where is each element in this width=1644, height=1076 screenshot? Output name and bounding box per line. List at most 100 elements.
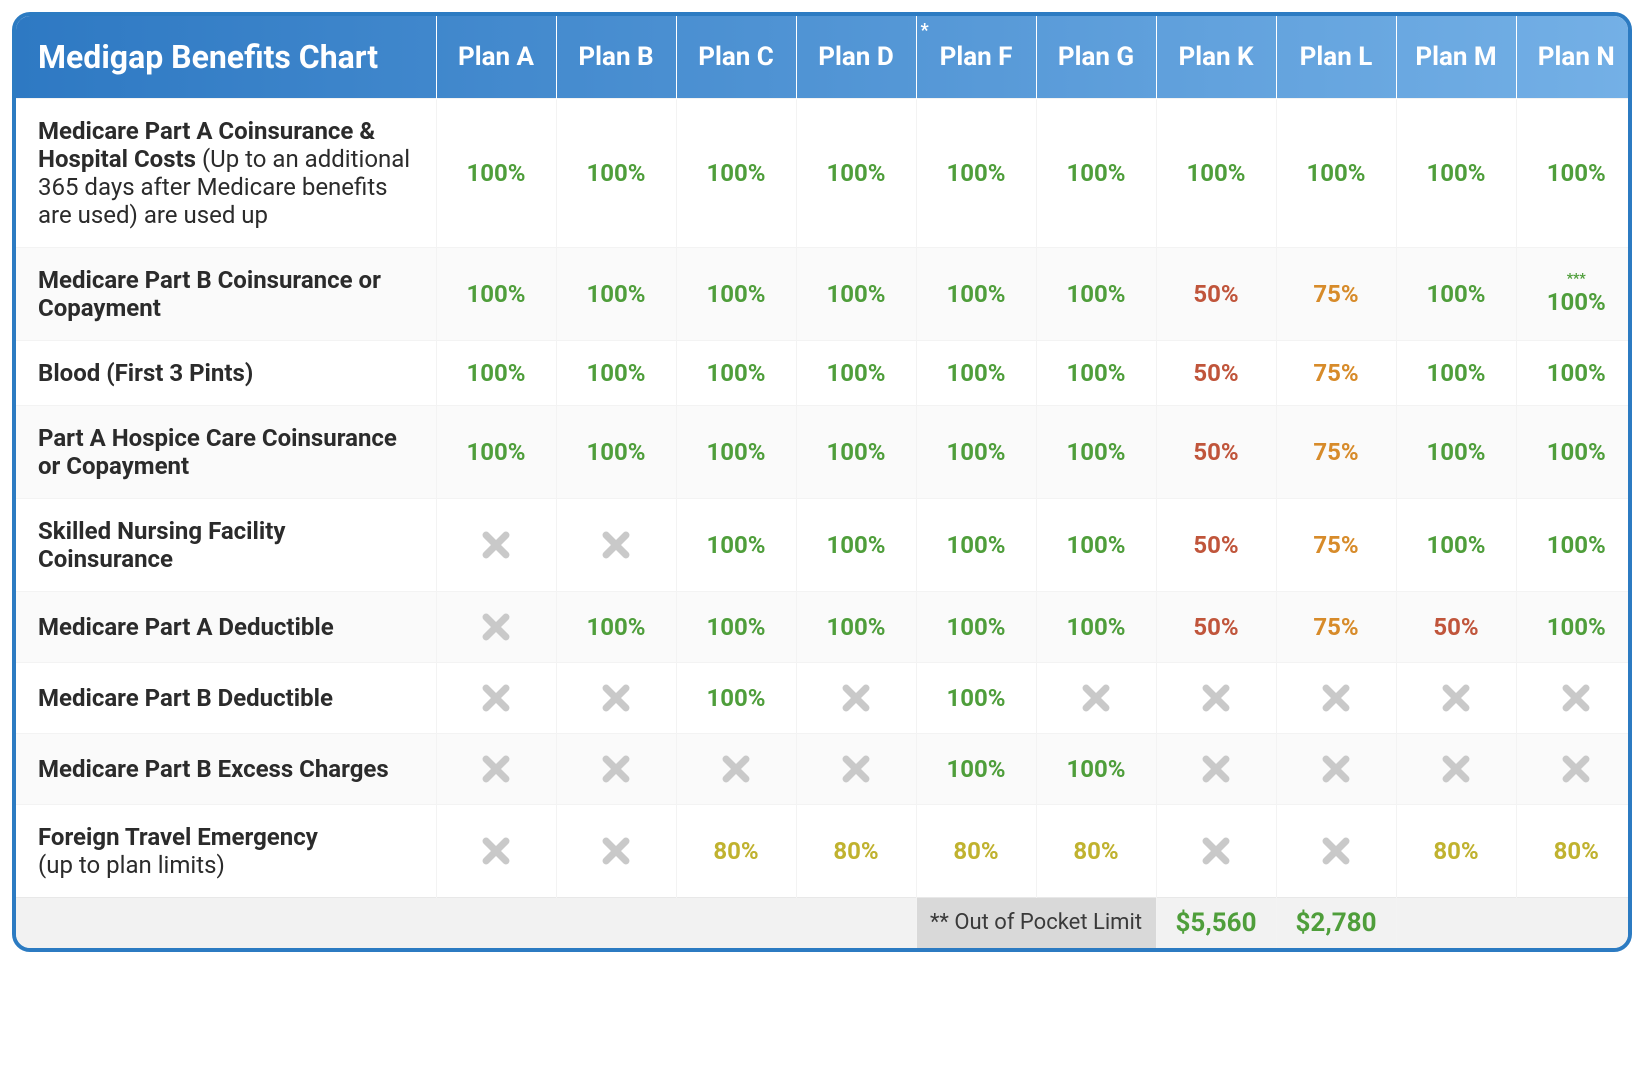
- column-label: Plan M: [1415, 42, 1496, 72]
- cell-value: 100%: [1066, 280, 1125, 308]
- value-cell: 100%: [1036, 99, 1156, 248]
- x-icon: [599, 753, 633, 781]
- cell-value: 100%: [1426, 531, 1485, 559]
- cell-value: 100%: [946, 613, 1005, 641]
- cell-value: 100%: [1426, 359, 1485, 387]
- benefit-label-bold: Medicare Part B Excess Charges: [38, 755, 389, 783]
- x-icon: [1319, 835, 1353, 863]
- value-cell: 100%: [1276, 99, 1396, 248]
- column-header: Plan D: [796, 16, 916, 99]
- value-cell: 100%: [796, 99, 916, 248]
- cell-value: 100%: [466, 438, 525, 466]
- benefit-label: Medicare Part B Deductible: [16, 663, 436, 734]
- x-icon: [839, 682, 873, 710]
- value-cell: 50%: [1396, 592, 1516, 663]
- value-cell: 100%: [676, 406, 796, 499]
- value-cell: 50%: [1156, 406, 1276, 499]
- value-cell: [436, 499, 556, 592]
- column-header: *Plan F: [916, 16, 1036, 99]
- cell-value: 100%: [1066, 613, 1125, 641]
- cell-value: 100%: [586, 613, 645, 641]
- value-cell: [436, 734, 556, 805]
- cell-value: 100%: [946, 684, 1005, 712]
- value-cell: 100%: [916, 341, 1036, 406]
- cell-value: 100%: [946, 359, 1005, 387]
- cell-value: 100%: [1066, 159, 1125, 187]
- cell-value: 100%: [1547, 288, 1606, 316]
- value-cell: 100%: [1396, 341, 1516, 406]
- table-header: Medigap Benefits ChartPlan APlan BPlan C…: [16, 16, 1632, 99]
- cell-value: 80%: [953, 837, 998, 865]
- value-cell: 75%: [1276, 406, 1396, 499]
- x-icon: [1199, 753, 1233, 781]
- benefit-label-bold: Foreign Travel Emergency: [38, 823, 318, 851]
- x-icon: [1319, 753, 1353, 781]
- value-cell: 100%: [1396, 248, 1516, 341]
- column-label: Plan C: [698, 42, 774, 72]
- column-header: Plan B: [556, 16, 676, 99]
- cell-value: 100%: [826, 159, 885, 187]
- cell-value: 50%: [1433, 613, 1478, 641]
- column-label: Plan N: [1538, 42, 1615, 72]
- value-cell: [1396, 663, 1516, 734]
- value-cell: 100%: [436, 341, 556, 406]
- value-cell: 100%: [436, 406, 556, 499]
- value-cell: [1276, 734, 1396, 805]
- x-icon: [479, 753, 513, 781]
- value-cell: ***100%: [1516, 248, 1632, 341]
- value-cell: 100%: [1156, 99, 1276, 248]
- cell-value: 50%: [1193, 280, 1238, 308]
- cell-value: 100%: [586, 280, 645, 308]
- value-cell: 50%: [1156, 592, 1276, 663]
- cell-value: 75%: [1313, 531, 1358, 559]
- value-cell: 100%: [676, 499, 796, 592]
- cell-value: 100%: [1547, 359, 1606, 387]
- cell-value: 100%: [1547, 159, 1606, 187]
- value-cell: 100%: [1516, 499, 1632, 592]
- value-cell: 80%: [1516, 805, 1632, 898]
- x-icon: [1439, 682, 1473, 710]
- benefit-label: Medicare Part B Coinsurance or Copayment: [16, 248, 436, 341]
- value-cell: 100%: [1036, 499, 1156, 592]
- value-cell: 100%: [676, 341, 796, 406]
- x-icon: [479, 529, 513, 557]
- value-cell: 100%: [916, 248, 1036, 341]
- value-cell: 100%: [916, 592, 1036, 663]
- value-cell: [556, 499, 676, 592]
- table-row: Blood (First 3 Pints)100%100%100%100%100…: [16, 341, 1632, 406]
- benefit-label-bold: Part A Hospice Care Coinsurance or Copay…: [38, 424, 397, 480]
- value-cell: 100%: [556, 99, 676, 248]
- value-cell: 100%: [796, 499, 916, 592]
- value-cell: [796, 663, 916, 734]
- cell-value: 100%: [1066, 438, 1125, 466]
- value-cell: 50%: [1156, 248, 1276, 341]
- value-cell: 100%: [916, 99, 1036, 248]
- table-row: Part A Hospice Care Coinsurance or Copay…: [16, 406, 1632, 499]
- cell-value: 100%: [826, 359, 885, 387]
- cell-value: 50%: [1193, 531, 1238, 559]
- value-cell: [436, 663, 556, 734]
- value-cell: 100%: [436, 99, 556, 248]
- medigap-benefits-chart: Medigap Benefits ChartPlan APlan BPlan C…: [12, 12, 1632, 952]
- benefit-label-sub: (up to plan limits): [38, 851, 225, 879]
- cell-value: 100%: [706, 159, 765, 187]
- value-cell: [436, 592, 556, 663]
- value-cell: [1396, 734, 1516, 805]
- cell-value: 50%: [1193, 438, 1238, 466]
- value-cell: [1156, 805, 1276, 898]
- value-cell: 100%: [916, 734, 1036, 805]
- x-icon: [599, 835, 633, 863]
- value-cell: 100%: [556, 406, 676, 499]
- value-cell: [1156, 734, 1276, 805]
- value-cell: 80%: [796, 805, 916, 898]
- value-cell: 100%: [1036, 406, 1156, 499]
- cell-value: 100%: [706, 613, 765, 641]
- cell-value: 80%: [833, 837, 878, 865]
- cell-value: 100%: [1426, 438, 1485, 466]
- footer-blank: [1396, 898, 1632, 949]
- x-icon: [1559, 753, 1593, 781]
- cell-value: 100%: [706, 684, 765, 712]
- value-cell: 80%: [916, 805, 1036, 898]
- cell-value: 100%: [1186, 159, 1245, 187]
- column-header: Plan N: [1516, 16, 1632, 99]
